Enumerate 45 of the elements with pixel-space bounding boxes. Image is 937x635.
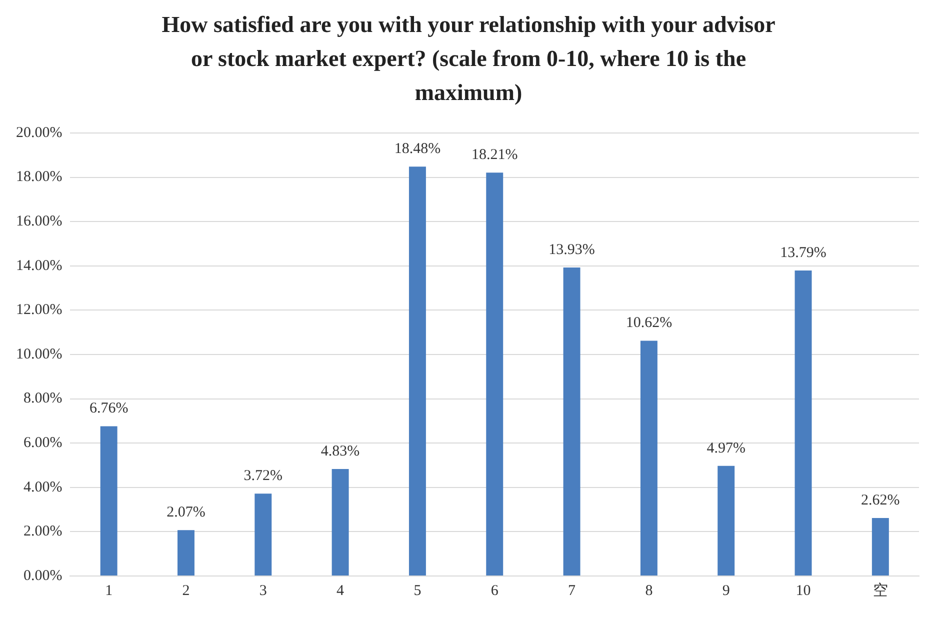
y-tick-label: 4.00% bbox=[23, 479, 62, 496]
bar bbox=[486, 172, 504, 576]
bar bbox=[408, 166, 426, 576]
x-tick-label: 6 bbox=[490, 582, 499, 599]
x-tick-label: 4 bbox=[336, 582, 345, 599]
data-label: 4.83% bbox=[320, 443, 360, 460]
bar bbox=[100, 426, 118, 576]
bar bbox=[254, 494, 272, 576]
chart-title: How satisfied are you with your relationship with your advisor or stock market expert? (scale from 0-10, where 10 is the maximum) bbox=[160, 11, 776, 107]
y-tick-label: 8.00% bbox=[23, 390, 62, 407]
y-tick-label: 12.00% bbox=[16, 302, 62, 318]
y-tick-label: 18.00% bbox=[16, 169, 62, 186]
bar bbox=[563, 267, 580, 576]
y-tick-label: 2.00% bbox=[23, 524, 62, 540]
x-tick-label: 10 bbox=[796, 582, 811, 599]
data-label: 2.62% bbox=[861, 492, 900, 508]
bar bbox=[872, 518, 889, 576]
x-tick-label: 2 bbox=[182, 582, 190, 599]
x-tick-label: 1 bbox=[105, 582, 113, 599]
y-tick-label: 16.00% bbox=[16, 214, 62, 230]
y-tick-label: 6.00% bbox=[23, 435, 62, 452]
data-label: 3.72% bbox=[244, 468, 283, 484]
data-label: 6.76% bbox=[89, 400, 128, 417]
x-tick-label: 5 bbox=[414, 582, 422, 599]
bar bbox=[794, 270, 812, 576]
y-tick-label: 10.00% bbox=[16, 346, 62, 362]
y-tick-label: 20.00% bbox=[16, 124, 62, 141]
x-tick-label: 9 bbox=[722, 582, 730, 599]
x-tick-label: 3 bbox=[259, 582, 267, 599]
y-tick-label: 0.00% bbox=[23, 568, 62, 584]
bar bbox=[332, 469, 349, 576]
data-label: 4.97% bbox=[706, 440, 746, 456]
data-label: 18.48% bbox=[394, 141, 441, 158]
bar bbox=[718, 466, 735, 576]
bar bbox=[177, 530, 194, 576]
x-tick-label: 8 bbox=[645, 582, 653, 599]
bar bbox=[640, 340, 658, 576]
x-tick-label: 7 bbox=[568, 582, 576, 599]
data-label: 10.62% bbox=[626, 315, 672, 332]
data-label: 13.93% bbox=[548, 242, 595, 258]
x-tick-label: 空 bbox=[872, 582, 888, 599]
y-tick-label: 14.00% bbox=[16, 258, 62, 274]
data-label: 18.21% bbox=[472, 147, 518, 164]
data-label: 13.79% bbox=[780, 244, 826, 261]
data-label: 2.07% bbox=[166, 504, 206, 521]
